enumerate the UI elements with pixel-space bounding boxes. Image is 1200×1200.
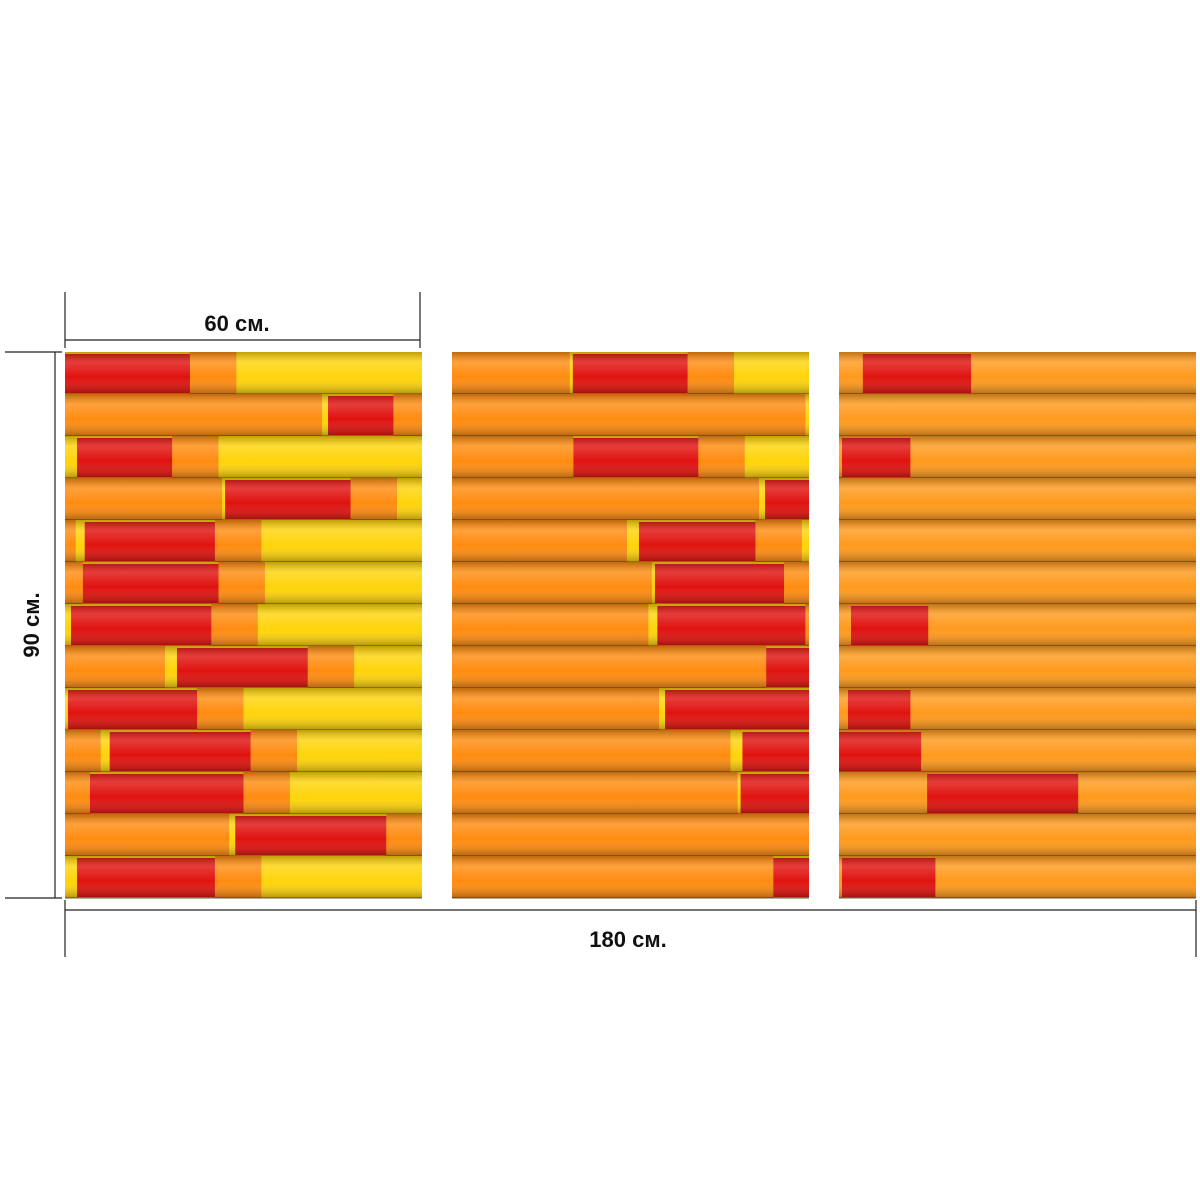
log-shade [839,436,1196,478]
log-shade [65,436,422,478]
log-shade [452,604,809,646]
log-shade [839,478,1196,520]
log-shade [839,688,1196,730]
log-shade [65,352,422,394]
canvas-panel [65,352,422,899]
log-shade [65,856,422,898]
log-shade [839,562,1196,604]
canvas-panel [839,352,1196,899]
log-shade [452,562,809,604]
log-shade [65,772,422,814]
log-shade [839,394,1196,436]
log-shade [452,394,809,436]
log-shade [839,352,1196,394]
log-shade [839,646,1196,688]
log-shade [452,646,809,688]
panel-width-dimension: 60 см. [64,292,421,348]
log-shade [65,562,422,604]
log-shade [452,856,809,898]
height-dimension: 90 см. [5,351,62,899]
log-shade [65,478,422,520]
log-shade [452,436,809,478]
height-label: 90 см. [19,592,44,657]
log-shade [839,814,1196,856]
total-width-label: 180 см. [589,927,666,952]
log-shade [65,646,422,688]
panel-width-label: 60 см. [204,311,269,336]
total-width-dimension: 180 см. [64,900,1197,957]
log-shade [452,520,809,562]
panels [65,352,1196,899]
log-shade [452,688,809,730]
canvas-panel [452,352,809,899]
log-shade [452,352,809,394]
log-shade [452,478,809,520]
log-shade [65,604,422,646]
log-shade [839,604,1196,646]
log-shade [65,520,422,562]
log-shade [65,814,422,856]
log-shade [452,814,809,856]
log-shade [65,730,422,772]
log-shade [839,772,1196,814]
log-shade [839,856,1196,898]
log-shade [839,730,1196,772]
log-shade [65,394,422,436]
log-shade [452,772,809,814]
log-shade [452,730,809,772]
log-shade [65,688,422,730]
log-shade [839,520,1196,562]
